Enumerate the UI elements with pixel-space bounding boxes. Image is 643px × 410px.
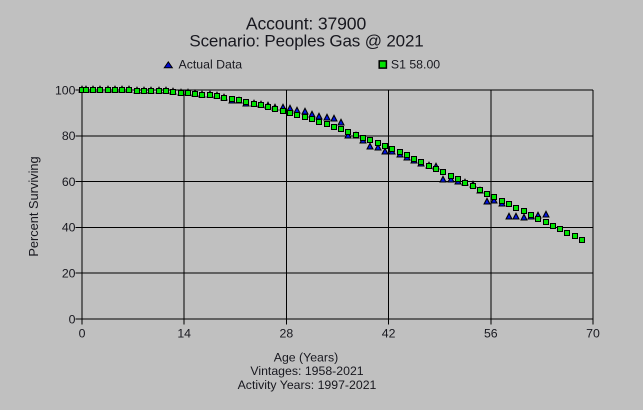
- svg-text:0: 0: [69, 312, 76, 326]
- svg-text:Scenario: Peoples Gas @ 2021: Scenario: Peoples Gas @ 2021: [189, 32, 423, 51]
- svg-text:Age (Years): Age (Years): [274, 351, 338, 365]
- svg-text:42: 42: [382, 327, 396, 341]
- svg-text:Vintages: 1958-2021: Vintages: 1958-2021: [250, 364, 363, 378]
- svg-text:100: 100: [55, 83, 76, 97]
- svg-text:14: 14: [177, 327, 191, 341]
- svg-text:Activity Years: 1997-2021: Activity Years: 1997-2021: [238, 378, 377, 392]
- svg-text:0: 0: [79, 327, 86, 341]
- svg-text:20: 20: [62, 267, 76, 281]
- svg-text:60: 60: [62, 175, 76, 189]
- svg-text:Account: 37900: Account: 37900: [246, 14, 367, 34]
- svg-text:S1 58.00: S1 58.00: [391, 58, 440, 72]
- svg-text:56: 56: [484, 327, 498, 341]
- svg-text:70: 70: [586, 327, 600, 341]
- svg-text:Percent Surviving: Percent Surviving: [26, 156, 41, 256]
- svg-text:40: 40: [62, 221, 76, 235]
- svg-text:80: 80: [62, 129, 76, 143]
- svg-text:Actual Data: Actual Data: [179, 58, 243, 72]
- svg-text:28: 28: [280, 327, 294, 341]
